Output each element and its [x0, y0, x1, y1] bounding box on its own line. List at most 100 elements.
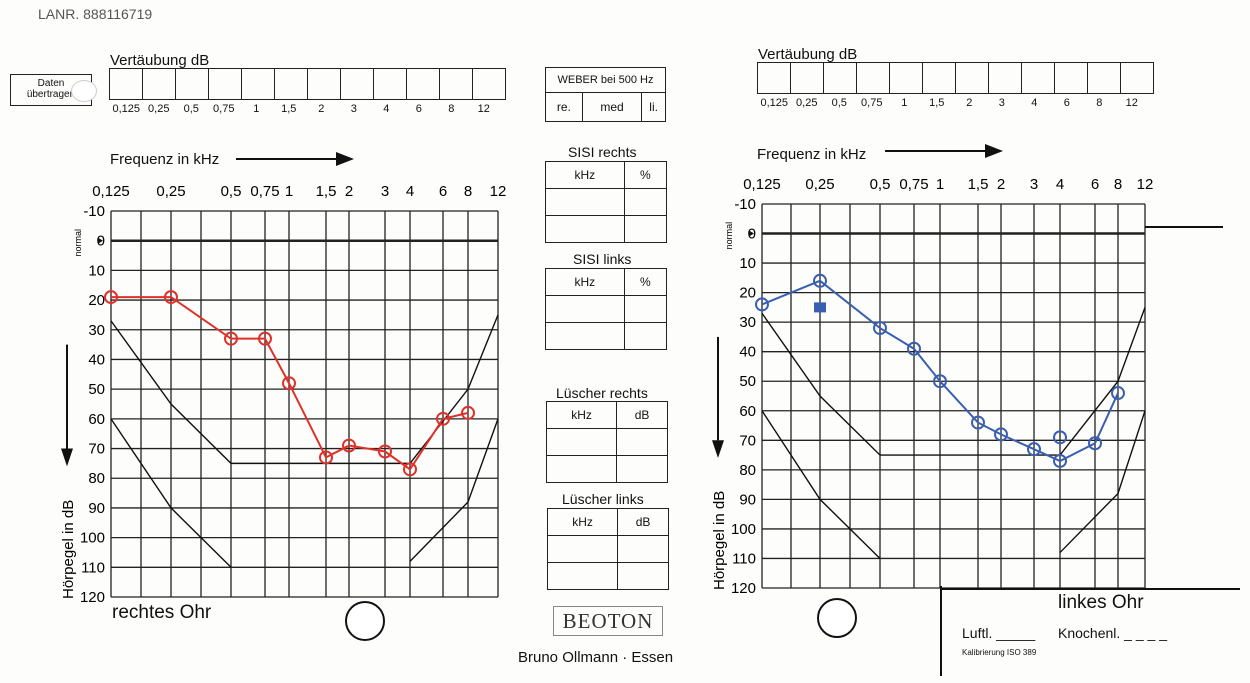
vertaeubung-cell[interactable]	[954, 62, 989, 94]
luescher-rechts-cell[interactable]	[545, 455, 618, 483]
vertaeubung-freq-label: 0,5	[831, 97, 847, 109]
weber-li[interactable]: li.	[641, 92, 666, 122]
x-tick-label: 0,75	[899, 176, 928, 193]
luescher-links-cell[interactable]	[546, 535, 619, 563]
vertaeubung-freq-label: 6	[415, 103, 422, 115]
brand-logo: BEOTON	[553, 606, 663, 636]
vertaeubung-cell[interactable]	[141, 68, 176, 100]
x-tick-label: 3	[381, 183, 389, 200]
vertaeubung-cell[interactable]	[822, 62, 857, 94]
vertaeubung-cell[interactable]	[405, 68, 440, 100]
sisi-rechts-table: kHz%	[545, 161, 668, 243]
vertaeubung-cell[interactable]	[888, 62, 923, 94]
vertaeubung-cell[interactable]	[207, 68, 242, 100]
luescher-rechts-cell[interactable]	[616, 455, 668, 483]
luftl-label: Luftl.	[962, 625, 993, 641]
vertaeubung-cell[interactable]	[756, 62, 791, 94]
x-tick-label: 12	[1137, 176, 1154, 193]
vertaeubung-cell[interactable]	[1053, 62, 1088, 94]
sisi-rechts-cell[interactable]	[545, 215, 625, 243]
x-tick-label: 4	[406, 183, 414, 200]
x-tick-label: 0,5	[221, 183, 242, 200]
x-tick-label: 8	[1114, 176, 1122, 193]
luescher-links-cell[interactable]	[546, 562, 619, 590]
vertaeubung-cell[interactable]	[306, 68, 341, 100]
vertaeubung-cell[interactable]	[471, 68, 506, 100]
vertaeubung-cell[interactable]	[1086, 62, 1121, 94]
vertaeubung-cell[interactable]	[372, 68, 407, 100]
normal-label: normal	[724, 222, 734, 250]
x-tick-label: 1,5	[968, 176, 989, 193]
vertaeubung-cell[interactable]	[174, 68, 209, 100]
y-tick-label: 20	[88, 292, 105, 309]
vertaeubung-cell[interactable]	[339, 68, 374, 100]
vertaeubung-cell[interactable]	[438, 68, 473, 100]
series-line	[761, 279, 1119, 463]
vertaeubung-cell[interactable]	[273, 68, 308, 100]
chart-linkes-ohr: -1001020304050607080901001101200,1250,25…	[711, 176, 1154, 597]
vertaeubung-freq-label: 6	[1063, 97, 1070, 109]
vertaeubung-cell[interactable]	[789, 62, 824, 94]
freq-label-left: Frequenz in kHz	[110, 151, 220, 168]
vertaeubung-cell[interactable]	[921, 62, 956, 94]
y-tick-label: 110	[81, 559, 105, 576]
vertaeubung-freq-label: 12	[477, 103, 490, 115]
data-point	[378, 444, 392, 459]
luescher-rechts-cell[interactable]	[616, 428, 668, 456]
right-ear-title: rechtes Ohr	[112, 602, 212, 623]
daten-uebertragen-button[interactable]: Daten übertragen	[10, 74, 97, 106]
y-tick-label: 80	[739, 462, 756, 479]
y-tick-label: 30	[739, 314, 756, 331]
freq-label-right: Frequenz in kHz	[757, 146, 867, 163]
x-tick-label: 6	[439, 183, 447, 200]
vertaeubung-freq-label: 4	[383, 103, 390, 115]
sisi-rechts-title: SISI rechts	[568, 144, 637, 160]
zero-marker-icon	[98, 237, 103, 244]
x-tick-label: 1	[285, 183, 293, 200]
vertaeubung-freq-label: 0,75	[861, 97, 883, 109]
luescher-rechts-cell[interactable]	[545, 428, 618, 456]
sisi-links-cell[interactable]	[545, 322, 625, 350]
vertaeubung-cell[interactable]	[1119, 62, 1154, 94]
weber-re[interactable]: re.	[545, 92, 583, 122]
sisi-links-table: kHz%	[545, 268, 668, 350]
vertaeubung-freq-label: 0,5	[183, 103, 199, 115]
data-point	[258, 331, 272, 346]
vertaeubung-freq-label: 2	[318, 103, 325, 115]
sisi-links-cell[interactable]	[623, 322, 668, 350]
x-tick-label: 12	[490, 183, 507, 200]
kalibrierung-text: Kalibrierung ISO 389	[962, 648, 1037, 657]
sisi-links-cell[interactable]	[545, 295, 625, 323]
x-tick-label: 2	[997, 176, 1005, 193]
vertaeubung-cell[interactable]	[987, 62, 1022, 94]
luescher-rechts-title: Lüscher rechts	[556, 385, 648, 401]
data-point	[224, 331, 238, 346]
data-point	[814, 302, 826, 313]
luescher-links-cell[interactable]	[617, 562, 669, 590]
x-tick-label: 0,25	[156, 183, 185, 200]
punch-hole-icon	[345, 601, 385, 641]
vertaeubung-freq-label: 0,25	[148, 103, 170, 115]
arrow-down-icon	[712, 440, 724, 459]
vertaeubung-cell[interactable]	[240, 68, 275, 100]
sisi-rechts-cell[interactable]	[545, 188, 625, 216]
arrow-right-icon	[885, 144, 1003, 158]
vertaeubung-cell[interactable]	[108, 68, 143, 100]
y-tick-label: 60	[739, 403, 756, 420]
x-tick-label: 2	[345, 183, 353, 200]
y-tick-label: 60	[88, 411, 105, 428]
y-axis-label: Hörpegel in dB	[60, 500, 77, 599]
weber-table: WEBER bei 500 Hz re. med li.	[545, 67, 666, 122]
data-point	[1111, 386, 1125, 401]
normal-label: normal	[73, 229, 83, 257]
y-tick-label: 10	[739, 255, 756, 272]
divider	[940, 588, 1240, 590]
data-point	[461, 405, 475, 420]
vertaeubung-cell[interactable]	[855, 62, 890, 94]
vertaeubung-freq-label: 0,125	[760, 97, 789, 109]
y-tick-label: 90	[88, 500, 105, 517]
reference-line	[1059, 410, 1146, 554]
vertaeubung-cell[interactable]	[1020, 62, 1055, 94]
weber-med[interactable]: med	[581, 92, 643, 122]
sisi-rechts-cell[interactable]	[623, 215, 668, 243]
